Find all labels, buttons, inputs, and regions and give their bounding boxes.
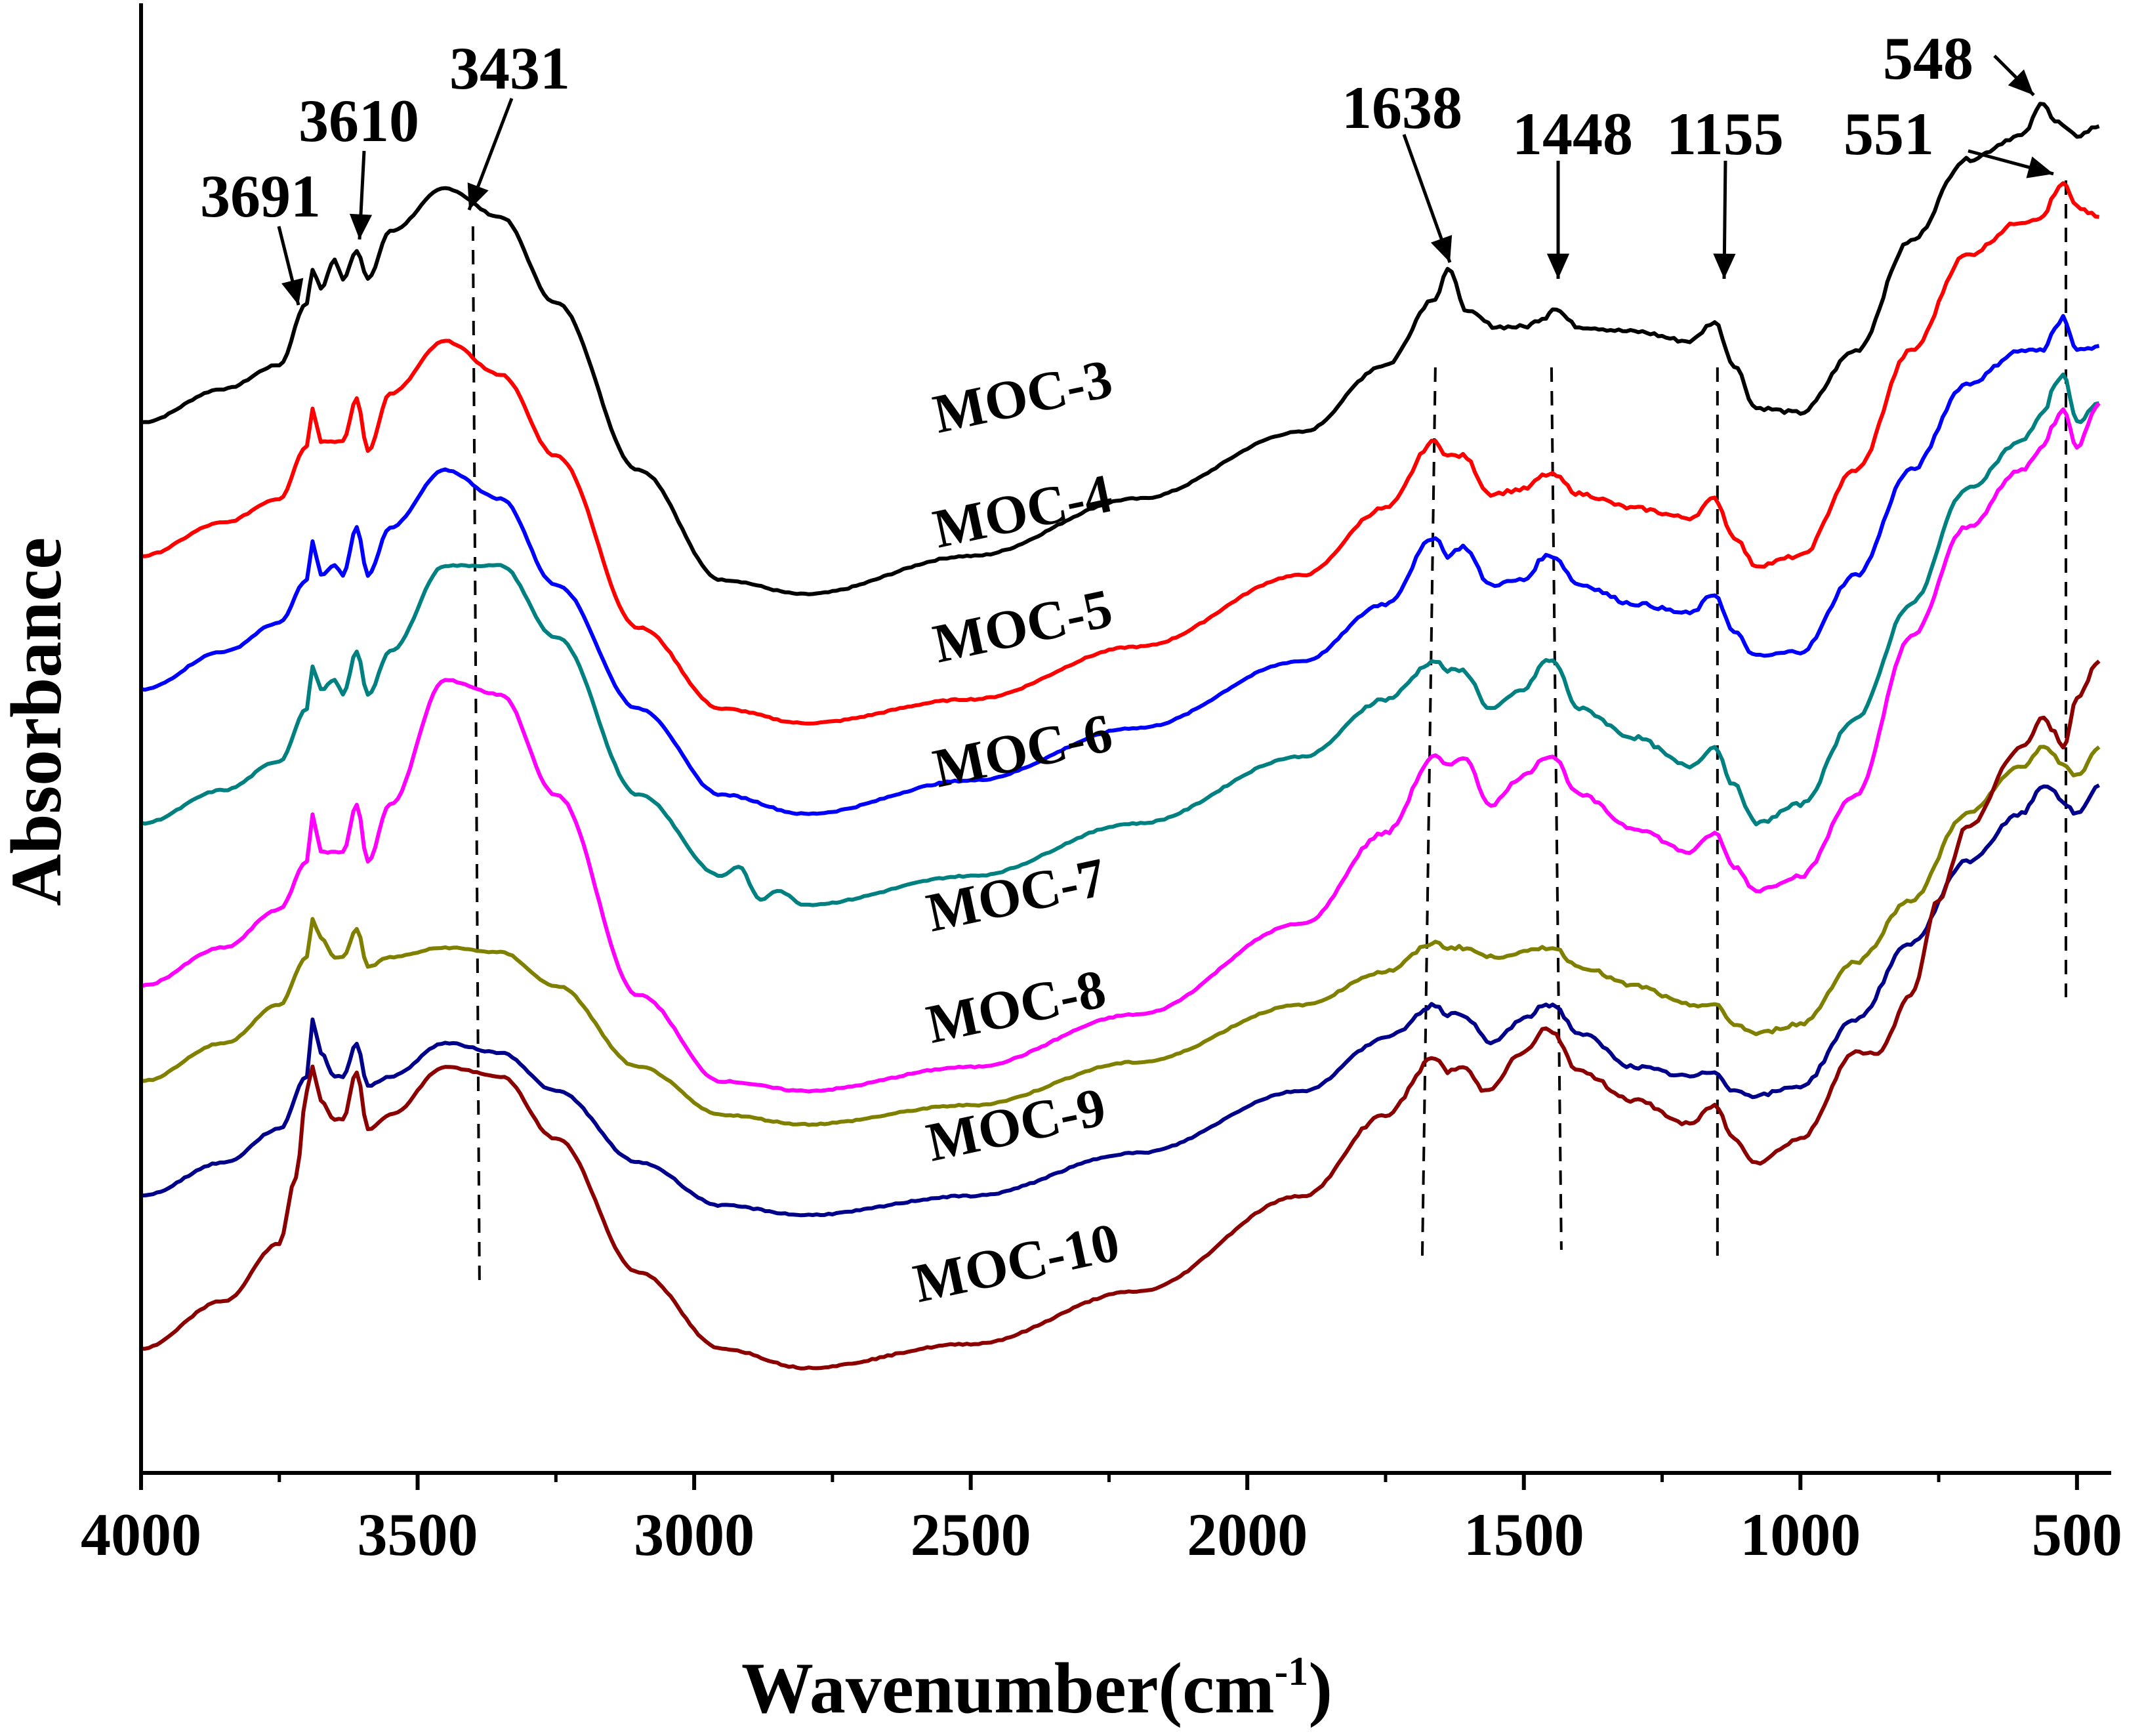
x-tick-label: 4000 (81, 1501, 201, 1568)
sample-label-moc-8: MOC-8 (922, 958, 1111, 1055)
peak-arrowhead-548 (2008, 69, 2034, 95)
x-tick-label: 500 (2032, 1501, 2122, 1568)
peak-label-3691: 3691 (200, 163, 321, 230)
series-line-moc-7 (140, 402, 2101, 1094)
peak-label-1448: 1448 (1512, 100, 1633, 167)
x-tick-label: 3500 (358, 1501, 478, 1568)
peak-arrowhead-3691 (281, 278, 304, 305)
peak-arrowhead-1155 (1713, 253, 1736, 279)
x-tick-label: 1500 (1464, 1501, 1584, 1568)
series-line-moc-9 (140, 783, 2100, 1218)
reference-line (471, 226, 481, 1283)
x-axis-title-main: Wavenumber(cm (741, 1648, 1275, 1728)
peak-label-1638: 1638 (1342, 74, 1462, 141)
sample-label-moc-3: MOC-3 (928, 348, 1118, 445)
x-tick-label: 1000 (1740, 1501, 1861, 1568)
series-line-moc-8 (140, 745, 2101, 1127)
x-tick-label: 2000 (1187, 1501, 1308, 1568)
peak-arrowhead-3431 (467, 182, 489, 210)
sample-label-moc-9: MOC-9 (922, 1076, 1111, 1173)
x-axis: 4000 3500 3000 2500 2000 1500 1000 500 (81, 3, 2122, 1568)
peak-label-3431: 3431 (449, 35, 570, 102)
x-axis-title-close: ) (1308, 1648, 1332, 1728)
reference-lines (471, 180, 2067, 1283)
sample-label-moc-6: MOC-6 (928, 702, 1118, 799)
y-axis-title: Absorbance (0, 537, 76, 906)
peak-label-1155: 1155 (1666, 100, 1784, 167)
peak-arrowhead-551 (2026, 156, 2053, 178)
x-tick-label: 3000 (634, 1501, 754, 1568)
reference-line (1550, 367, 1563, 1250)
peak-label-548: 548 (1883, 25, 1973, 92)
peak-arrowhead-3610 (349, 213, 373, 239)
sample-label-moc-7: MOC-7 (922, 846, 1111, 943)
annotations: 3691 3610 3431 1638 1448 1155 548 551 (200, 25, 2054, 306)
x-axis-title-sup: -1 (1275, 1649, 1309, 1694)
series-line-moc-10 (140, 659, 2101, 1371)
series-line-moc-4 (140, 181, 2100, 726)
reference-line (1420, 367, 1437, 1260)
x-tick-label: 2500 (911, 1501, 1031, 1568)
series-line-moc-6 (140, 372, 2100, 907)
x-axis-title: Wavenumber(cm-1) (741, 1648, 1332, 1728)
sample-label-moc-5: MOC-5 (928, 577, 1118, 674)
series-layer (140, 102, 2101, 1371)
peak-arrowhead-1638 (1430, 235, 1453, 262)
series-line-moc-5 (140, 314, 2100, 816)
peak-label-551: 551 (1844, 100, 1934, 167)
peak-label-3610: 3610 (299, 87, 419, 154)
series-line-moc-3 (140, 102, 2100, 596)
peak-arrowhead-1448 (1546, 253, 1570, 279)
